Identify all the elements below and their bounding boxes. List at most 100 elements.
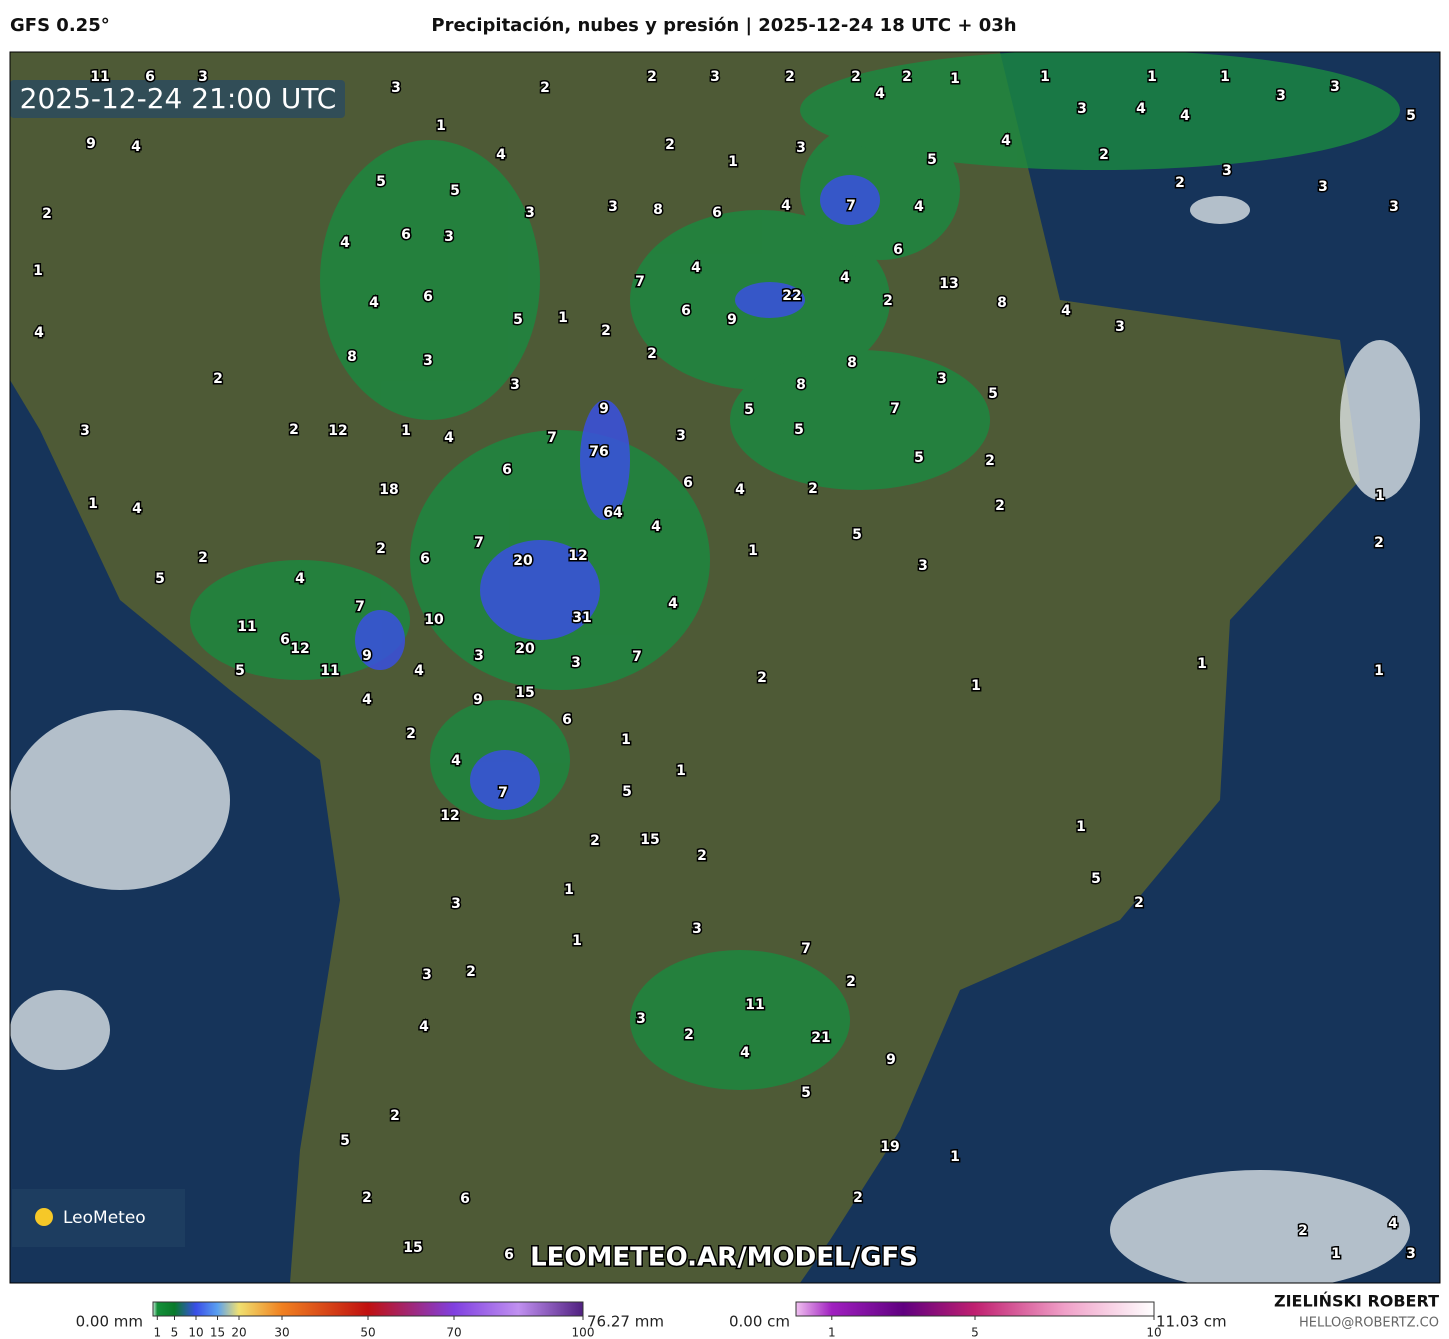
map-value-label: 3 bbox=[198, 69, 208, 85]
map-value-label: 20 bbox=[513, 553, 533, 569]
map-value-label: 31 bbox=[572, 610, 591, 626]
map-value-label: 2 bbox=[985, 453, 995, 469]
map-value-label: 2 bbox=[601, 323, 611, 339]
map-value-label: 3 bbox=[451, 896, 461, 912]
map-value-label: 5 bbox=[376, 174, 386, 190]
map-value-label: 4 bbox=[735, 482, 745, 498]
map-value-label: 2 bbox=[390, 1108, 400, 1124]
map-value-label: 8 bbox=[847, 355, 857, 371]
map-value-label: 1 bbox=[621, 732, 631, 748]
map-value-label: 10 bbox=[424, 612, 444, 628]
map-value-label: 4 bbox=[781, 198, 791, 214]
map-value-label: 5 bbox=[1406, 108, 1416, 124]
map-value-label: 7 bbox=[890, 401, 900, 417]
map-value-label: 15 bbox=[403, 1240, 422, 1256]
map-value-label: 9 bbox=[362, 648, 372, 664]
map-value-label: 8 bbox=[796, 377, 806, 393]
map-value-label: 7 bbox=[355, 599, 365, 615]
precip-max: 76.27 mm bbox=[587, 1313, 664, 1331]
map-value-label: 2 bbox=[647, 69, 657, 85]
map-value-label: 1 bbox=[1040, 69, 1050, 85]
map-value-label: 4 bbox=[1180, 108, 1190, 124]
contact: HELLO@ROBERTZ.CO bbox=[1299, 1316, 1439, 1331]
map-value-label: 2 bbox=[590, 833, 600, 849]
map-value-label: 2 bbox=[466, 964, 476, 980]
map-value-label: 8 bbox=[997, 295, 1007, 311]
map-value-label: 2 bbox=[995, 498, 1005, 514]
map-value-label: 1 bbox=[1374, 663, 1384, 679]
map-value-label: 3 bbox=[1318, 179, 1328, 195]
map-value-label: 3 bbox=[1077, 101, 1087, 117]
map-value-label: 3 bbox=[1406, 1246, 1416, 1262]
map-value-label: 9 bbox=[886, 1052, 896, 1068]
map-value-label: 2 bbox=[540, 80, 550, 96]
map-value-label: 1 bbox=[572, 933, 582, 949]
map-value-label: 4 bbox=[34, 325, 44, 341]
map-value-label: 3 bbox=[391, 80, 401, 96]
map-value-label: 3 bbox=[692, 921, 702, 937]
map-value-label: 6 bbox=[423, 289, 433, 305]
map-value-label: 3 bbox=[636, 1011, 646, 1027]
map-value-label: 2 bbox=[647, 346, 657, 362]
map-value-label: 3 bbox=[796, 140, 806, 156]
map-value-label: 2 bbox=[684, 1027, 694, 1043]
map-value-label: 4 bbox=[1001, 133, 1011, 149]
map-value-label: 3 bbox=[474, 648, 484, 664]
colorbar-tick-label: 100 bbox=[572, 1326, 595, 1339]
map-value-label: 2 bbox=[665, 137, 675, 153]
map-value-label: 4 bbox=[369, 295, 379, 311]
map-value-label: 15 bbox=[515, 685, 534, 701]
map-value-label: 3 bbox=[918, 558, 928, 574]
map-value-label: 3 bbox=[1389, 199, 1399, 215]
map-value-label: 7 bbox=[547, 430, 557, 446]
map-value-label: 2 bbox=[1298, 1223, 1308, 1239]
map-frame bbox=[9, 51, 1441, 1284]
colorbar-tick-label: 15 bbox=[210, 1326, 225, 1339]
map-value-label: 6 bbox=[683, 475, 693, 491]
map-value-label: 3 bbox=[1115, 319, 1125, 335]
map-value-label: 3 bbox=[444, 229, 454, 245]
map-value-label: 4 bbox=[1061, 303, 1071, 319]
map-value-label: 1 bbox=[436, 118, 446, 134]
map-value-label: 2 bbox=[846, 974, 856, 990]
map-value-label: 4 bbox=[668, 596, 678, 612]
colorbar-tick-label: 30 bbox=[274, 1326, 289, 1339]
map-value-label: 2 bbox=[1134, 895, 1144, 911]
map-value-label: 2 bbox=[851, 69, 861, 85]
map-value-label: 4 bbox=[1388, 1216, 1398, 1232]
map-value-label: 2 bbox=[362, 1190, 372, 1206]
map-value-label: 6 bbox=[420, 551, 430, 567]
map-value-label: 4 bbox=[691, 260, 701, 276]
map-value-label: 1 bbox=[950, 71, 960, 87]
colorbar-tick-label: 1 bbox=[153, 1326, 161, 1339]
map-value-label: 3 bbox=[80, 423, 90, 439]
map-value-label: 9 bbox=[727, 312, 737, 328]
map-value-label: 3 bbox=[608, 199, 618, 215]
map-value-label: 19 bbox=[880, 1139, 899, 1155]
map-value-label: 1 bbox=[1331, 1246, 1341, 1262]
map-value-label: 6 bbox=[502, 462, 512, 478]
map-value-label: 5 bbox=[622, 784, 632, 800]
map-value-label: 5 bbox=[852, 527, 862, 543]
map-value-label: 3 bbox=[571, 655, 581, 671]
heavy-precip bbox=[355, 175, 880, 810]
map-value-label: 5 bbox=[340, 1133, 350, 1149]
map-value-label: 6 bbox=[712, 205, 722, 221]
map-value-label: 12 bbox=[440, 808, 459, 824]
map-value-label: 1 bbox=[33, 263, 43, 279]
colorbar-tick-label: 10 bbox=[1146, 1326, 1161, 1339]
map-value-label: 12 bbox=[568, 548, 587, 564]
map-value-label: 2 bbox=[1099, 147, 1109, 163]
map-value-label: 4 bbox=[451, 753, 461, 769]
map-value-label: 2 bbox=[883, 293, 893, 309]
map-value-label: 7 bbox=[846, 198, 856, 214]
map-value-label: 5 bbox=[1091, 871, 1101, 887]
map-value-label: 20 bbox=[515, 641, 535, 657]
map-value-label: 4 bbox=[419, 1019, 429, 1035]
snow-max: 11.03 cm bbox=[1156, 1313, 1227, 1331]
map-value-label: 8 bbox=[347, 349, 357, 365]
map-value-label: 7 bbox=[498, 785, 508, 801]
logo: LeoMeteo bbox=[63, 1208, 146, 1228]
colorbar-tick-label: 10 bbox=[188, 1326, 203, 1339]
map-value-label: 15 bbox=[640, 832, 659, 848]
